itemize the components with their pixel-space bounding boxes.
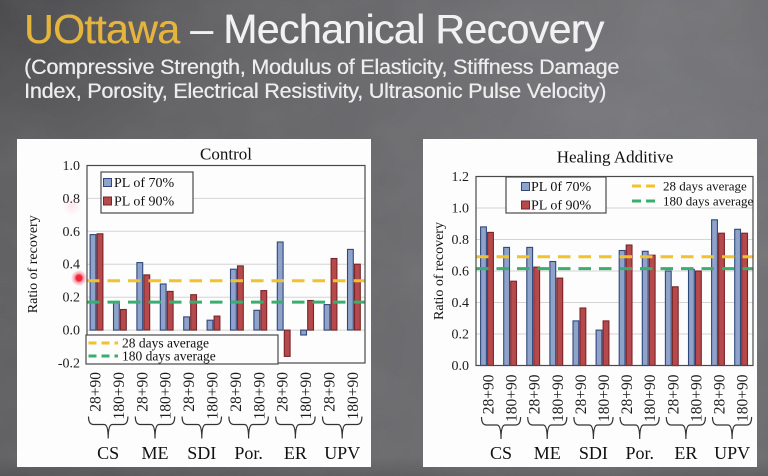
svg-text:180+90: 180+90	[688, 374, 705, 422]
svg-text:ME: ME	[534, 443, 561, 463]
svg-text:SDI: SDI	[187, 443, 216, 463]
svg-text:28 days average: 28 days average	[122, 336, 209, 351]
svg-text:Ratio of recovery: Ratio of recovery	[26, 215, 41, 313]
svg-text:CS: CS	[97, 443, 119, 463]
svg-text:28+90: 28+90	[275, 372, 292, 412]
svg-text:UPV: UPV	[324, 443, 360, 463]
svg-text:0.0: 0.0	[452, 359, 470, 374]
svg-text:180+90: 180+90	[158, 372, 175, 420]
svg-text:0.4: 0.4	[452, 296, 470, 311]
svg-text:0.2: 0.2	[63, 291, 81, 306]
svg-text:28+90: 28+90	[181, 372, 198, 412]
svg-text:180+90: 180+90	[111, 372, 128, 420]
svg-text:180+90: 180+90	[345, 372, 362, 420]
svg-text:0.0: 0.0	[63, 324, 81, 339]
svg-text:Control: Control	[200, 145, 252, 164]
svg-text:28+90: 28+90	[712, 374, 729, 414]
svg-text:Ratio of recovery: Ratio of recovery	[432, 222, 447, 320]
svg-text:28+90: 28+90	[527, 374, 544, 414]
svg-text:1.2: 1.2	[452, 170, 470, 185]
svg-text:Por.: Por.	[234, 443, 263, 463]
svg-text:180+90: 180+90	[251, 372, 268, 420]
svg-text:UPV: UPV	[714, 443, 750, 463]
svg-text:28+90: 28+90	[573, 374, 590, 414]
svg-text:0.2: 0.2	[452, 328, 470, 343]
svg-text:SDI: SDI	[579, 443, 608, 463]
svg-text:28+90: 28+90	[228, 372, 245, 412]
svg-text:28 days average: 28 days average	[663, 179, 747, 194]
svg-text:0.6: 0.6	[63, 225, 81, 240]
svg-text:28+90: 28+90	[481, 374, 498, 414]
svg-text:1.0: 1.0	[63, 159, 81, 174]
svg-text:180+90: 180+90	[298, 372, 315, 420]
svg-text:ME: ME	[142, 443, 169, 463]
svg-text:28+90: 28+90	[322, 372, 339, 412]
svg-text:180+90: 180+90	[550, 374, 567, 422]
svg-text:PL of 90%: PL of 90%	[531, 199, 591, 214]
svg-text:-0.2: -0.2	[58, 357, 80, 372]
svg-text:28+90: 28+90	[665, 374, 682, 414]
svg-text:180+90: 180+90	[205, 372, 222, 420]
svg-text:0.8: 0.8	[452, 233, 470, 248]
svg-text:PL of 70%: PL of 70%	[114, 176, 174, 191]
svg-text:180 days average: 180 days average	[663, 194, 753, 209]
svg-text:180+90: 180+90	[735, 374, 752, 422]
svg-text:PL of 90%: PL of 90%	[114, 195, 174, 210]
svg-text:0.6: 0.6	[452, 265, 470, 280]
svg-text:180+90: 180+90	[596, 374, 613, 422]
svg-text:PL 0f 70%: PL 0f 70%	[531, 180, 591, 195]
svg-text:0.8: 0.8	[63, 192, 81, 207]
svg-text:Por.: Por.	[625, 443, 654, 463]
svg-text:0.4: 0.4	[63, 258, 81, 273]
svg-text:180+90: 180+90	[642, 374, 659, 422]
svg-text:28+90: 28+90	[619, 374, 636, 414]
svg-text:28+90: 28+90	[88, 372, 105, 412]
svg-text:ER: ER	[284, 443, 307, 463]
svg-text:Healing Additive: Healing Additive	[557, 148, 674, 167]
svg-text:28+90: 28+90	[134, 372, 151, 412]
svg-text:1.0: 1.0	[452, 202, 470, 217]
svg-text:180+90: 180+90	[504, 374, 521, 422]
svg-text:180 days average: 180 days average	[122, 349, 216, 364]
svg-text:CS: CS	[490, 443, 512, 463]
svg-text:ER: ER	[674, 443, 697, 463]
